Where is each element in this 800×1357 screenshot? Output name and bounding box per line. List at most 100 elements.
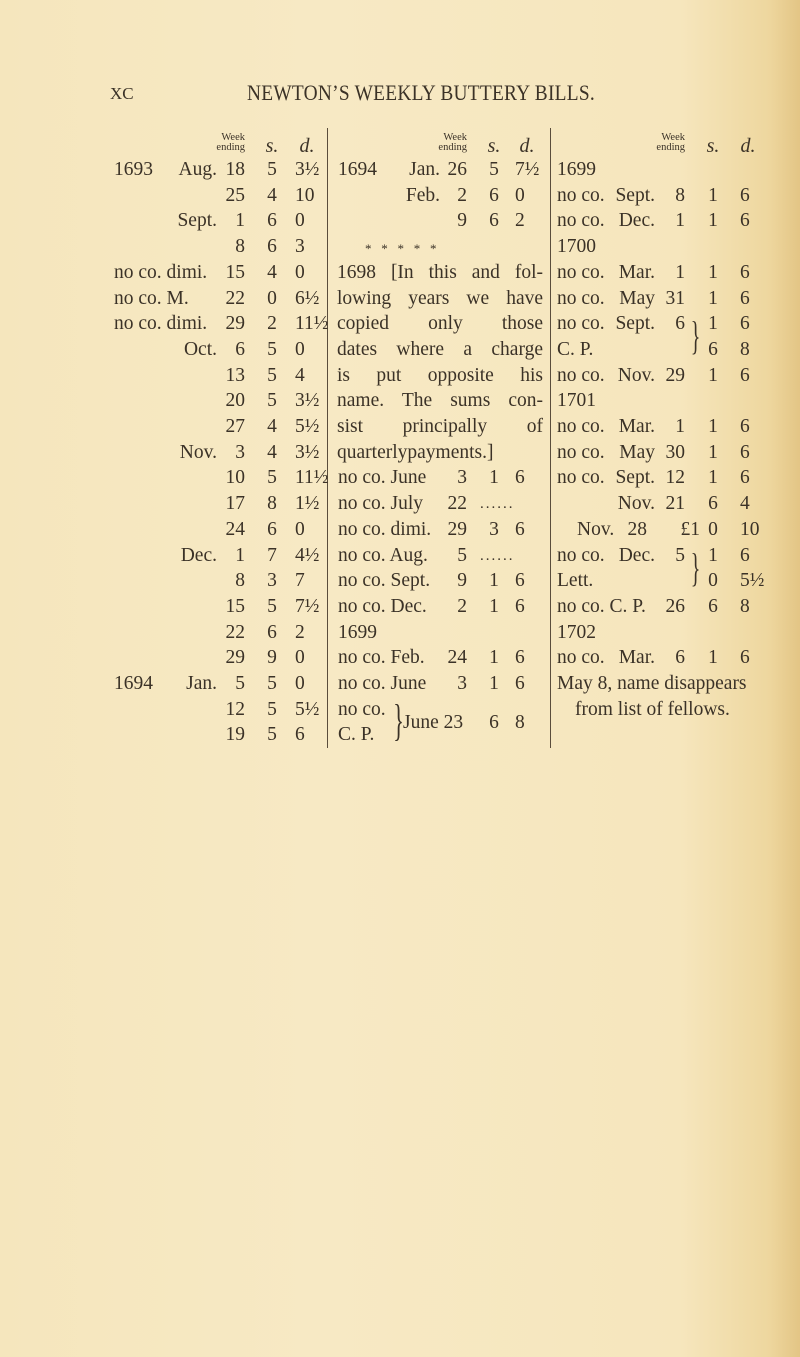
entry-day: 1 [675, 416, 685, 437]
entry-shillings: 1 [708, 467, 718, 489]
entry-prefix: no co. [557, 647, 605, 669]
entry-month: May [619, 441, 655, 463]
entry-day: 6 [235, 338, 245, 360]
entry-day: 2 [457, 595, 467, 617]
entry-day: 21 [665, 493, 686, 515]
entry-pence: 6 [515, 570, 525, 592]
entry-day: 8 [235, 236, 245, 258]
entry-pence: 11½ [295, 313, 329, 335]
entry-prefix: no co. [557, 364, 605, 386]
header-pence: d. [299, 135, 315, 157]
entry-pence: 0 [295, 518, 305, 540]
entry-shillings: 4 [267, 184, 277, 206]
entry-shillings: 5 [267, 673, 277, 694]
withdrawal-note: May 8, name disappears [557, 673, 747, 694]
column-divider [327, 128, 328, 748]
header-week-ending: ending [438, 142, 467, 153]
entry-pence: 8 [515, 711, 525, 733]
entry-shillings: 2 [267, 313, 277, 335]
entry-pence: 5½ [295, 416, 320, 437]
entry-label: no co. Sept. [338, 570, 431, 592]
entry-shillings: 1 [708, 364, 718, 386]
entry-pence: 6 [515, 467, 525, 489]
entry-day: 26 [447, 159, 468, 180]
editorial-note-line: sist principally of [337, 416, 543, 437]
entry-pence: 6 [740, 210, 750, 232]
entry-pence: 1½ [295, 493, 320, 515]
entry-label: no co. Aug. [338, 544, 428, 566]
entry-shillings: 0 [708, 570, 718, 592]
entry-shillings: 6 [489, 711, 499, 733]
entry-label: 1699 [338, 621, 377, 643]
entry-day: 19 [225, 724, 246, 746]
page-folio: XC [110, 84, 134, 103]
brace-icon: } [393, 695, 404, 745]
entry-day: 3 [457, 467, 467, 489]
entry-day: 27 [225, 416, 246, 437]
entry-pence: 3½ [295, 390, 320, 412]
entry-shillings: 5 [267, 467, 277, 489]
entry-month: Nov. [577, 518, 615, 540]
entry-shillings: 6 [489, 210, 499, 232]
entry-day: 30 [665, 441, 686, 463]
entry-label: no co. dimi. [338, 518, 432, 540]
entry-pence: 5½ [740, 570, 765, 592]
entry-shillings: 0 [267, 287, 277, 309]
entry-shillings: 6 [489, 184, 499, 206]
entry-prefix: no co. [557, 416, 605, 437]
entry-prefix: no co. [557, 544, 605, 566]
entry-month: Feb. [405, 184, 440, 206]
header-pence: d. [519, 135, 535, 157]
entry-day: 5 [235, 673, 245, 694]
entry-pence: 6 [740, 287, 750, 309]
entry-pence: 2 [295, 621, 305, 643]
entry-shillings: 4 [267, 441, 277, 463]
entry-pence: 6 [740, 416, 750, 437]
withdrawal-note: from list of fellows. [575, 698, 730, 720]
entry-shillings: 1 [708, 184, 718, 206]
entry-shillings: 1 [708, 647, 718, 669]
entry-month: Dec. [618, 544, 655, 566]
entry-day: 12 [665, 467, 686, 489]
entry-day: 29 [665, 364, 686, 386]
entry-pence: 6 [740, 261, 750, 283]
entry-day: 22 [447, 493, 468, 515]
entry-month: Jan. [186, 673, 217, 694]
header-shillings: s. [487, 135, 501, 157]
entry-day: 24 [225, 518, 246, 540]
entry-shillings: 1 [708, 416, 718, 437]
entry-prefix: no co. dimi. [114, 313, 208, 335]
entry-shillings: 5 [267, 595, 277, 617]
entry-pence: 10 [740, 518, 760, 540]
editorial-note-line: dates where a charge [337, 338, 543, 360]
entry-prefix: no co. [557, 184, 605, 206]
entry-month: Sept. [615, 467, 655, 489]
entry-prefix: 1694 [114, 673, 153, 694]
editorial-note-line: quarterlypayments.] [337, 441, 494, 463]
entry-pence: 6½ [295, 287, 320, 309]
entry-label: no co. [338, 698, 386, 720]
entry-pence: 6 [515, 518, 525, 540]
entry-shillings: 1 [708, 544, 718, 566]
editorial-note-line: copied only those [337, 313, 543, 335]
entry-pence: 0 [515, 184, 525, 206]
entry-shillings: 6 [267, 621, 277, 643]
entry-day: 8 [235, 570, 245, 592]
entry-pence: 3½ [295, 441, 320, 463]
entry-shillings: 1 [489, 647, 499, 669]
entry-day: 13 [225, 364, 246, 386]
header-shillings: s. [706, 135, 720, 157]
entry-prefix: 1694 [338, 159, 377, 180]
entry-shillings: 4 [267, 416, 277, 437]
entry-shillings: 5 [267, 698, 277, 720]
entry-shillings: 5 [267, 159, 277, 180]
entry-label: no co. June [338, 467, 427, 489]
entry-day: 18 [225, 159, 246, 180]
column-divider [550, 128, 551, 748]
entry-prefix: 1700 [557, 236, 596, 258]
entry-pounds: £1 [680, 518, 701, 540]
entry-label: no co. Dec. [338, 595, 427, 617]
entry-pence: 4½ [295, 544, 320, 566]
entry-pence: 6 [740, 364, 750, 386]
entry-prefix: 1699 [557, 159, 596, 180]
